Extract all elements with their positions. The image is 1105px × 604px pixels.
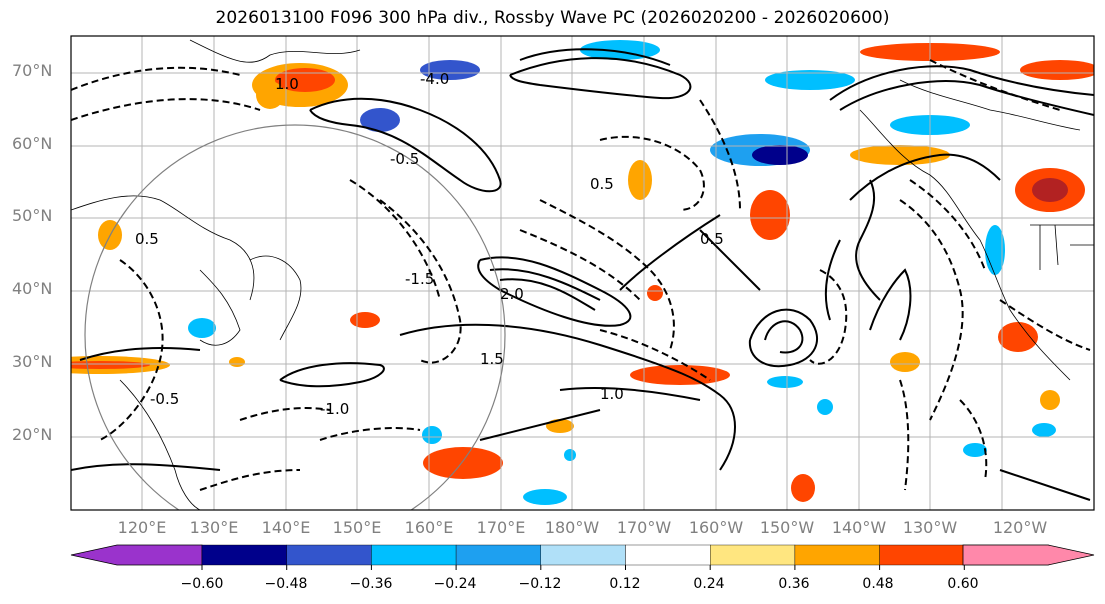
colorbar-tick-label: −0.36 [349, 576, 393, 592]
coastlines [71, 39, 1094, 510]
lon-label-160w: 160°W [688, 518, 744, 537]
colorbar-tick-label: 0.48 [862, 576, 894, 592]
lon-label-140w: 140°W [831, 518, 887, 537]
colorbar-segment [710, 544, 796, 566]
colorbar-segment [201, 544, 287, 566]
lat-label-40n: 40°N [12, 279, 53, 298]
colorbar-tick-label: 0.60 [947, 576, 979, 592]
colorbar-segment [794, 544, 880, 566]
lon-label-120e: 120°E [117, 518, 167, 537]
contour-label: 0.5 [135, 230, 159, 248]
lon-label-130e: 130°E [189, 518, 239, 537]
dashed-contours [71, 59, 1091, 491]
contour-label: -1.5 [405, 270, 435, 288]
lat-label-60n: 60°N [12, 134, 53, 153]
contour-label: -1.0 [320, 400, 350, 418]
contour-label: -0.5 [150, 390, 180, 408]
contour-label: -0.5 [390, 150, 420, 168]
colorbar-tick-label: −0.24 [433, 576, 477, 592]
colorbar-tick-label: −0.12 [518, 576, 562, 592]
contours [71, 48, 1094, 501]
lon-label-170e: 170°E [476, 518, 526, 537]
contour-label: 0.5 [590, 175, 614, 193]
map-title: 2026013100 F096 300 hPa div., Rossby Wav… [215, 8, 890, 28]
colorbar-segment [540, 544, 626, 566]
contour-label: 1.0 [275, 75, 299, 93]
contour-label: 1.0 [600, 385, 624, 403]
lon-label-180w: 180°W [544, 518, 600, 537]
lon-label-140e: 140°E [261, 518, 311, 537]
map-panel [71, 36, 1094, 510]
colorbar-segment [371, 544, 457, 566]
lat-label-50n: 50°N [12, 206, 53, 225]
lon-label-130w: 130°W [902, 518, 958, 537]
contour-label: 0.5 [700, 230, 724, 248]
contour-label: -4.0 [420, 70, 450, 88]
divergence-shading [71, 40, 1094, 505]
lon-label-120w: 120°W [992, 518, 1048, 537]
colorbar-segment [879, 544, 965, 566]
lat-label-30n: 30°N [12, 352, 53, 371]
lon-label-150w: 150°W [759, 518, 815, 537]
colorbar-segment [455, 544, 542, 566]
lat-label-20n: 20°N [12, 425, 53, 444]
colorbar-tick-label: 0.12 [609, 576, 641, 592]
colorbar-tick-label: 0.36 [778, 576, 810, 592]
colorbar-segment [70, 544, 203, 566]
contour-label: 1.5 [480, 350, 504, 368]
colorbar-segment [286, 544, 372, 566]
colorbar [70, 544, 1095, 570]
colorbar-tick-label: −0.60 [180, 576, 224, 592]
colorbar-segment [625, 544, 711, 566]
colorbar-segment [962, 544, 1095, 566]
lon-label-160e: 160°E [404, 518, 454, 537]
map-frame [70, 35, 1095, 511]
lat-label-70n: 70°N [12, 61, 53, 80]
contour-label: 2.0 [500, 285, 524, 303]
colorbar-tick-label: −0.48 [264, 576, 308, 592]
lon-label-150e: 150°E [332, 518, 382, 537]
highlight-circle [84, 124, 506, 510]
lon-label-170w: 170°W [616, 518, 672, 537]
colorbar-tick-label: 0.24 [693, 576, 725, 592]
